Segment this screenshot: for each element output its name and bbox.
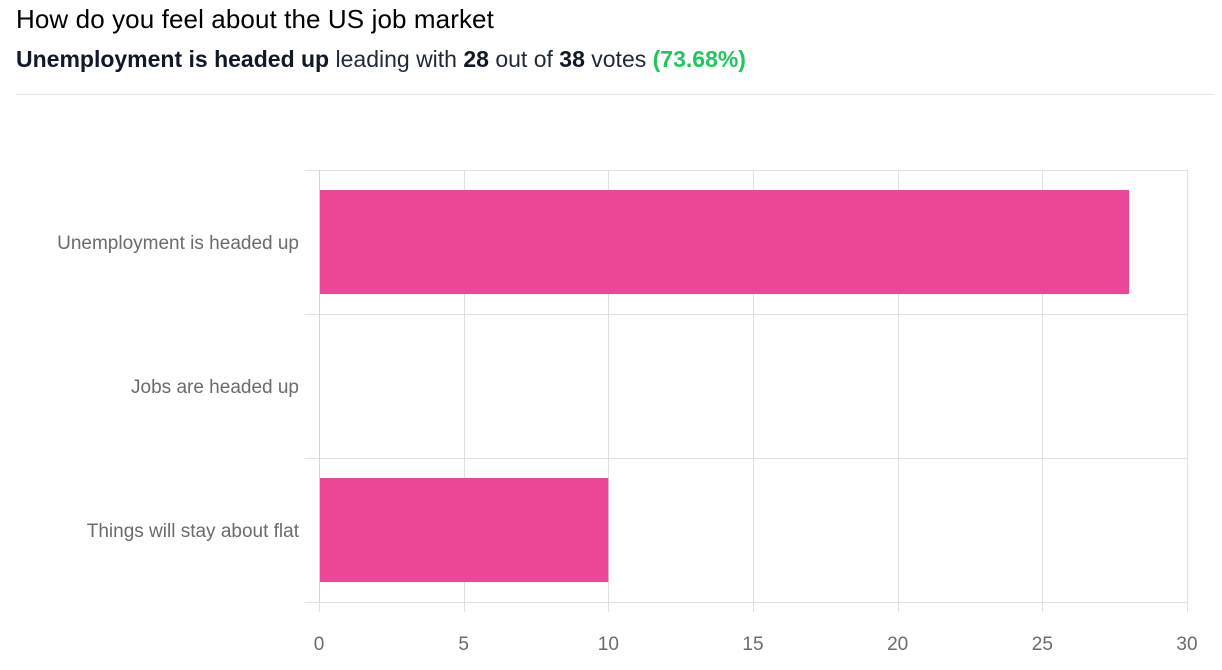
poll-summary: Unemployment is headed up leading with 2… <box>16 46 746 73</box>
poll-title: How do you feel about the US job market <box>16 4 494 34</box>
category-label: Unemployment is headed up <box>57 233 299 254</box>
x-tick-label: 25 <box>1032 634 1053 655</box>
category-label: Jobs are headed up <box>131 377 299 398</box>
x-tick-label: 5 <box>458 634 469 655</box>
header-divider <box>16 94 1214 95</box>
x-tick-label: 20 <box>887 634 908 655</box>
category-label: Things will stay about flat <box>87 521 300 542</box>
leader-option: Unemployment is headed up <box>16 46 330 72</box>
x-tick-label: 10 <box>598 634 619 655</box>
leader-votes: 28 <box>463 46 489 72</box>
bar[interactable] <box>320 478 609 582</box>
total-votes: 38 <box>559 46 585 72</box>
votes-text: votes <box>591 46 647 72</box>
x-tick-label: 0 <box>314 634 325 655</box>
leading-with-text: leading with <box>335 46 457 72</box>
bar[interactable] <box>320 190 1130 294</box>
x-tick-label: 30 <box>1176 634 1197 655</box>
out-of-text: out of <box>495 46 553 72</box>
x-tick-label: 15 <box>742 634 763 655</box>
leader-percent: (73.68%) <box>652 46 746 72</box>
